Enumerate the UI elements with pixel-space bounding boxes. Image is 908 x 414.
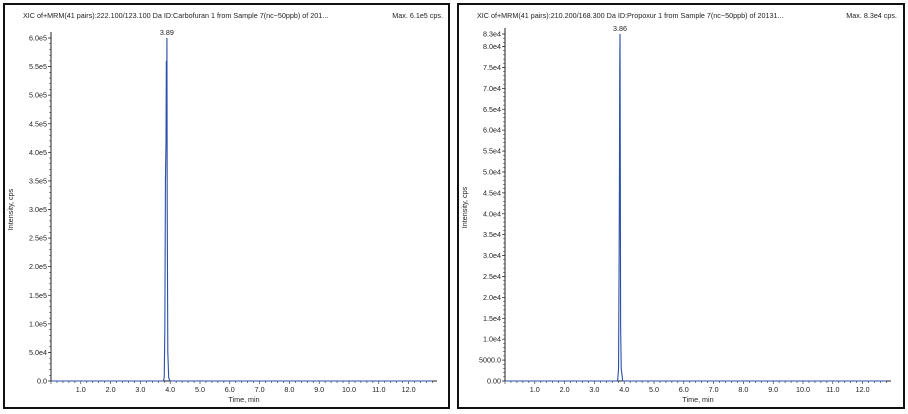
chromatogram-trace (505, 33, 887, 382)
y-axis-label: Intensity, cps (6, 188, 15, 230)
x-tick-label: 12.0 (402, 385, 416, 394)
max-intensity-label: Max. 8.3e4 cps. (846, 11, 897, 20)
chart-svg: XIC of+MRM(41 pairs):210.200/168.300 Da … (460, 11, 897, 404)
x-tick-label: 8.0 (738, 385, 748, 394)
x-tick-label: 3.0 (589, 385, 599, 394)
x-tick-label: 7.0 (255, 385, 265, 394)
y-tick-label: 5.0e5 (29, 91, 47, 100)
x-tick-label: 8.0 (284, 385, 294, 394)
y-tick-label: 3.5e5 (29, 176, 47, 185)
y-tick-label: 4.5e4 (483, 188, 501, 197)
y-tick-label: 5.0e4 (29, 348, 47, 357)
x-tick-label: 5.0 (195, 385, 205, 394)
y-tick-label: 1.0e5 (29, 319, 47, 328)
x-tick-label: 2.0 (106, 385, 116, 394)
y-tick-label: 2.5e5 (29, 234, 47, 243)
y-tick-label: 2.5e4 (483, 272, 501, 281)
y-tick-label: 5.5e4 (483, 147, 501, 156)
x-tick-label: 9.0 (768, 385, 778, 394)
x-tick-label: 12.0 (856, 385, 870, 394)
x-tick-label: 5.0 (649, 385, 659, 394)
y-tick-label: 4.5e5 (29, 119, 47, 128)
y-axis-label: Intensity, cps (460, 186, 469, 228)
x-tick-label: 2.0 (560, 385, 570, 394)
y-tick-label: 7.0e4 (483, 84, 501, 93)
x-tick-label: 4.0 (619, 385, 629, 394)
y-tick-label: 1.5e5 (29, 291, 47, 300)
y-tick-label: 2.0e4 (483, 293, 501, 302)
y-tick-label: 1.5e4 (483, 314, 501, 323)
peak-retention-time-label: 3.89 (160, 28, 174, 37)
y-tick-label: 0.0 (37, 377, 47, 386)
x-tick-label: 7.0 (709, 385, 719, 394)
y-tick-label: 4.0e4 (483, 209, 501, 218)
y-tick-label: 1.0e4 (483, 335, 501, 344)
y-tick-label: 6.5e4 (483, 105, 501, 114)
y-tick-label: 8.3e4 (483, 30, 501, 39)
x-tick-label: 1.0 (530, 385, 540, 394)
y-tick-label: 5.0e4 (483, 167, 501, 176)
y-tick-label: 6.0e5 (29, 34, 47, 43)
y-tick-label: 3.0e5 (29, 205, 47, 214)
x-tick-label: 10.0 (342, 385, 356, 394)
chromatogram-panel-carbofuran: XIC of+MRM(41 pairs):222.100/123.100 Da … (3, 3, 450, 409)
x-tick-label: 1.0 (76, 385, 86, 394)
x-axis-label: Time, min (682, 395, 713, 404)
x-tick-label: 10.0 (796, 385, 810, 394)
y-tick-label: 5.5e5 (29, 62, 47, 71)
x-tick-label: 4.0 (165, 385, 175, 394)
x-tick-label: 11.0 (372, 385, 385, 394)
y-tick-label: 3.0e4 (483, 251, 501, 260)
chart-title: XIC of+MRM(41 pairs):222.100/123.100 Da … (23, 11, 328, 20)
y-tick-label: 6.0e4 (483, 126, 501, 135)
peak-retention-time-label: 3.86 (613, 24, 627, 33)
x-tick-label: 9.0 (314, 385, 324, 394)
y-tick-label: 4.0e5 (29, 148, 47, 157)
max-intensity-label: Max. 6.1e5 cps. (392, 11, 443, 20)
chart-title: XIC of+MRM(41 pairs):210.200/168.300 Da … (477, 11, 783, 20)
x-tick-label: 11.0 (826, 385, 839, 394)
y-tick-label: 5000.0 (479, 356, 501, 365)
chart-svg: XIC of+MRM(41 pairs):222.100/123.100 Da … (6, 11, 443, 404)
y-tick-label: 2.0e5 (29, 262, 47, 271)
y-tick-label: 0.00 (487, 377, 501, 386)
x-axis-label: Time, min (228, 395, 259, 404)
y-tick-label: 8.0e4 (483, 42, 501, 51)
chromatogram-trace (51, 37, 433, 382)
x-tick-label: 6.0 (225, 385, 235, 394)
y-tick-label: 3.5e4 (483, 230, 501, 239)
y-tick-label: 7.5e4 (483, 63, 501, 72)
chromatogram-panel-propoxur: XIC of+MRM(41 pairs):210.200/168.300 Da … (457, 3, 905, 409)
x-tick-label: 3.0 (135, 385, 145, 394)
x-tick-label: 6.0 (679, 385, 689, 394)
